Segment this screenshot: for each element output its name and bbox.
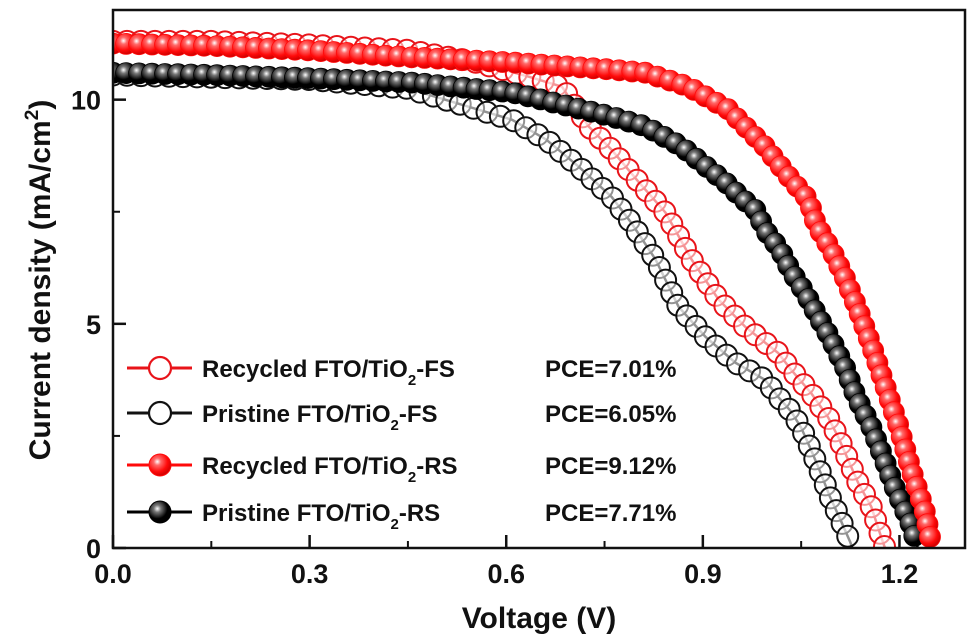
- legend-label: Pristine FTO/TiO2-RS: [202, 500, 440, 533]
- series-recycled-fto-tio2-rs: [113, 32, 941, 548]
- legend-label-tail: -RS: [416, 453, 457, 480]
- x-axis-title: Voltage (V): [462, 602, 616, 635]
- legend-label-subscript: 2: [408, 372, 416, 389]
- y-axis-title-close: ): [24, 100, 57, 110]
- y-tick-label: 10: [71, 86, 101, 116]
- legend-pce-value: PCE=9.12%: [545, 453, 676, 480]
- legend: Recycled FTO/TiO2-FS PCE=7.01%Pristine FT…: [127, 355, 676, 533]
- legend-label-main: Pristine FTO/TiO: [202, 401, 390, 428]
- x-tick-label: 1.2: [881, 559, 919, 589]
- legend-item: Pristine FTO/TiO2-FS PCE=6.05%: [127, 400, 676, 434]
- legend-item: Pristine FTO/TiO2-RS PCE=7.71%: [127, 500, 676, 533]
- x-tick-label: 0.3: [291, 559, 329, 589]
- ticks-layer: 0.0 0.3 0.6 0.9 1.2 0 5 10: [71, 86, 918, 589]
- legend-label-main: Pristine FTO/TiO: [202, 500, 390, 527]
- x-tick-label: 0.6: [487, 559, 525, 589]
- plot-frame: [111, 8, 967, 550]
- legend-pce-value: PCE=6.05%: [545, 401, 676, 428]
- legend-marker-open-circle-icon: [147, 355, 173, 381]
- data-point: [919, 526, 941, 548]
- legend-pce-value: PCE=7.01%: [545, 356, 676, 383]
- legend-label-subscript: 2: [408, 469, 416, 486]
- y-tick-label: 0: [86, 534, 101, 564]
- legend-item: Recycled FTO/TiO2-RS PCE=9.12%: [127, 453, 676, 486]
- legend-item: Recycled FTO/TiO2-FS PCE=7.01%: [127, 355, 676, 389]
- legend-label: Pristine FTO/TiO2-FS: [202, 401, 438, 434]
- series-layer: [113, 29, 941, 548]
- y-axis-title: Current density (mA/cm2): [22, 100, 57, 461]
- data-point: [873, 535, 896, 548]
- y-tick-label: 5: [86, 310, 101, 340]
- legend-label-tail: -RS: [399, 500, 440, 527]
- legend-pce-value: PCE=7.71%: [545, 500, 676, 527]
- legend-label-main: Recycled FTO/TiO: [202, 356, 408, 383]
- y-axis-title-sup: 2: [22, 110, 43, 121]
- legend-label: Recycled FTO/TiO2-FS: [202, 356, 455, 389]
- legend-label-subscript: 2: [390, 417, 398, 434]
- legend-label-main: Recycled FTO/TiO: [202, 453, 408, 480]
- series-pristine-fto-tio2-rs: [113, 61, 926, 548]
- legend-label: Recycled FTO/TiO2-RS: [202, 453, 458, 486]
- legend-label-tail: -FS: [416, 356, 455, 383]
- legend-marker-filled-circle-icon: [148, 453, 172, 477]
- legend-label-subscript: 2: [390, 516, 398, 533]
- legend-label-tail: -FS: [399, 401, 438, 428]
- y-axis-title-main: Current density (mA/cm: [24, 120, 57, 460]
- x-tick-label: 0.0: [94, 559, 132, 589]
- legend-marker-filled-circle-icon: [148, 500, 172, 524]
- data-point: [836, 524, 860, 548]
- legend-marker-open-circle-icon: [147, 400, 173, 426]
- x-tick-label: 0.9: [684, 559, 722, 589]
